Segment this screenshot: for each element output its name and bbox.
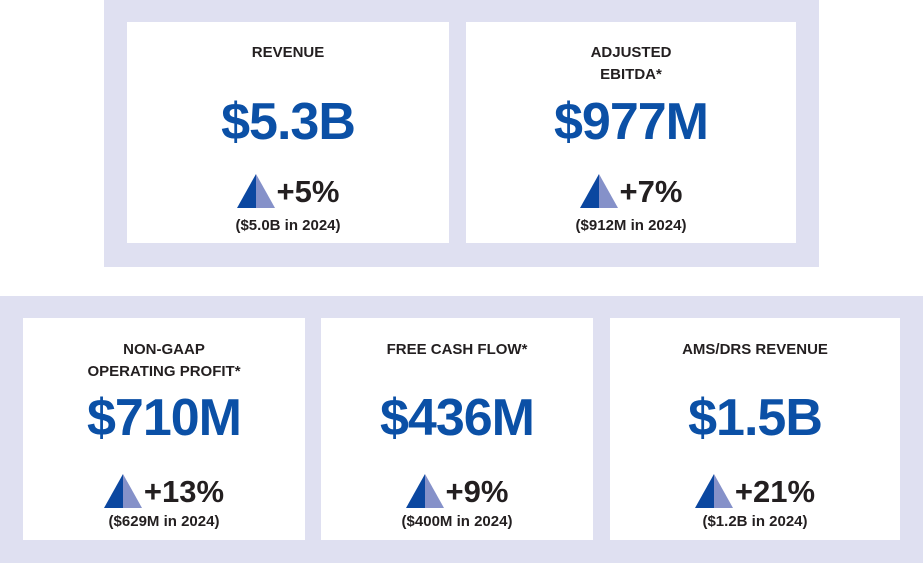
metric-change: +5% <box>127 172 449 208</box>
metric-title-line: OPERATING PROFIT* <box>87 363 241 380</box>
up-triangle-icon <box>405 474 444 508</box>
up-triangle-icon <box>236 174 275 208</box>
metric-card: ADJUSTED EBITDA* $977M +7% ($912M in 2024) <box>466 22 796 243</box>
change-percent: +13% <box>143 474 225 509</box>
change-percent: +5% <box>276 174 340 209</box>
up-triangle-icon <box>103 474 142 508</box>
metric-change: +9% <box>321 472 593 508</box>
metric-value: $436M <box>380 389 535 447</box>
metric-value: $1.5B <box>688 389 823 447</box>
metric-title-line: AMS/DRS REVENUE <box>682 341 828 358</box>
metric-change: +21% <box>610 472 900 508</box>
metric-title: FREE CASH FLOW* <box>321 339 593 361</box>
change-percent: +7% <box>619 174 683 209</box>
metric-title: NON-GAAP OPERATING PROFIT* <box>23 339 305 383</box>
metric-title-line: EBITDA* <box>600 66 662 83</box>
metric-title-line: ADJUSTED <box>590 44 672 61</box>
metric-card: AMS/DRS REVENUE $1.5B +21% ($1.2B in 2024… <box>610 318 900 540</box>
up-triangle-icon <box>694 474 733 508</box>
up-triangle-icon <box>579 174 618 208</box>
metric-title: AMS/DRS REVENUE <box>610 339 900 361</box>
metric-value: $977M <box>554 93 709 151</box>
metric-card: NON-GAAP OPERATING PROFIT* $710M +13% ($62… <box>23 318 305 540</box>
metric-card: REVENUE $5.3B +5% ($5.0B in 2024) <box>127 22 449 243</box>
metric-change: +13% <box>23 472 305 508</box>
prior-year-value: ($912M in 2024) <box>575 217 687 234</box>
metric-value: $710M <box>87 389 242 447</box>
prior-year-value: ($400M in 2024) <box>401 513 513 530</box>
change-percent: +9% <box>445 474 509 509</box>
prior-year-value: ($5.0B in 2024) <box>235 217 341 234</box>
metric-value: $5.3B <box>221 93 356 151</box>
prior-year-value: ($629M in 2024) <box>108 513 220 530</box>
metric-title: REVENUE <box>127 42 449 64</box>
metric-title-line: NON-GAAP <box>123 341 205 358</box>
metric-title-line: REVENUE <box>251 44 325 61</box>
metric-title: ADJUSTED EBITDA* <box>466 42 796 86</box>
metric-title-line: FREE CASH FLOW* <box>386 341 528 358</box>
metric-card: FREE CASH FLOW* $436M +9% ($400M in 2024) <box>321 318 593 540</box>
metric-change: +7% <box>466 172 796 208</box>
prior-year-value: ($1.2B in 2024) <box>702 513 808 530</box>
change-percent: +21% <box>734 474 816 509</box>
